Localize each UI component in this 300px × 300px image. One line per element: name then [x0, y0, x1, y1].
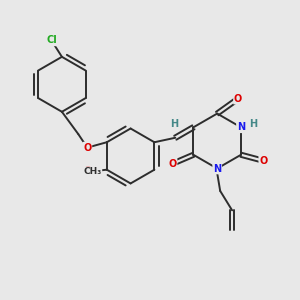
Text: N: N: [213, 164, 221, 173]
Text: H: H: [170, 119, 178, 129]
Text: O: O: [168, 159, 177, 169]
Text: O: O: [259, 156, 268, 166]
Text: Cl: Cl: [46, 35, 57, 45]
Text: CH₃: CH₃: [83, 167, 102, 176]
Text: N: N: [237, 122, 245, 132]
Text: O: O: [83, 142, 92, 153]
Text: H: H: [249, 119, 257, 129]
Text: O: O: [83, 166, 92, 176]
Text: O: O: [234, 94, 242, 103]
